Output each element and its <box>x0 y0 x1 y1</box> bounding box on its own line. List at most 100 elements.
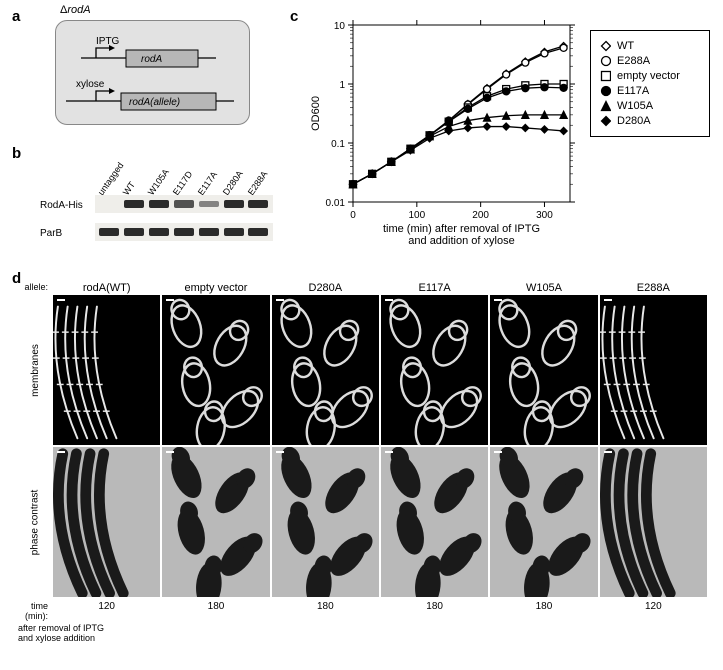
micrograph-row: membranes <box>18 294 708 446</box>
scale-bar <box>385 451 393 453</box>
time-value: 180 <box>271 601 380 621</box>
membrane-image <box>600 295 707 445</box>
delta-roda-label: ΔrodA <box>60 4 91 16</box>
chart-legend: WT E288A empty vector E117A W105A D280A <box>590 30 710 137</box>
phase-image <box>272 447 379 597</box>
allele-label: empty vector <box>161 282 270 294</box>
gene1-text: rodA <box>141 54 162 65</box>
scale-bar <box>604 299 612 301</box>
micrograph-row: phase contrast <box>18 446 708 598</box>
band <box>149 200 169 208</box>
svg-text:OD600: OD600 <box>310 96 322 131</box>
allele-label: D280A <box>271 282 380 294</box>
panel-a-label: a <box>12 8 20 25</box>
footnote: after removal of IPTGand xylose addition <box>18 623 708 643</box>
scale-bar <box>57 299 65 301</box>
scale-bar <box>57 451 65 453</box>
legend-label: WT <box>617 40 634 52</box>
allele-label: W105A <box>489 282 598 294</box>
legend-label: W105A <box>617 100 653 112</box>
membrane-image <box>490 295 597 445</box>
time-value: 180 <box>489 601 598 621</box>
svg-text:200: 200 <box>472 210 489 221</box>
panel-c-label: c <box>290 8 298 25</box>
svg-text:100: 100 <box>408 210 425 221</box>
band <box>224 200 244 208</box>
panel-a-diagram: IPTG rodA xylose rodA(allele) <box>55 20 250 125</box>
membrane-image <box>162 295 269 445</box>
svg-text:0.1: 0.1 <box>331 139 345 150</box>
band <box>124 200 144 208</box>
svg-text:0: 0 <box>350 210 356 221</box>
scale-bar <box>166 299 174 301</box>
row-label: phase contrast <box>30 489 41 555</box>
panel-b-blot: untaggedWTW105AE117DE117AD280AE288ARodA-… <box>40 155 275 250</box>
allele-header: allele:rodA(WT)empty vectorD280AE117AW10… <box>18 282 708 294</box>
legend-label: E288A <box>617 55 650 67</box>
legend-item: empty vector <box>599 70 701 82</box>
blot-row-label: RodA-His <box>40 200 83 211</box>
allele-prefix: allele: <box>18 282 52 294</box>
svg-text:and addition of xylose: and addition of xylose <box>408 235 514 247</box>
lane-label: W105A <box>146 167 171 197</box>
time-value: 180 <box>380 601 489 621</box>
scale-bar <box>385 299 393 301</box>
allele-label: rodA(WT) <box>52 282 161 294</box>
svg-text:10: 10 <box>334 21 346 32</box>
legend-label: empty vector <box>617 70 680 82</box>
lane-label: E117A <box>196 170 219 197</box>
phase-image <box>490 447 597 597</box>
blot-row <box>95 223 273 241</box>
legend-item: D280A <box>599 115 701 127</box>
band <box>248 228 268 236</box>
time-value: 120 <box>52 601 161 621</box>
time-value: 180 <box>161 601 270 621</box>
band <box>248 200 268 208</box>
lane-label: E288A <box>246 169 270 197</box>
promoter2-text: xylose <box>76 79 105 90</box>
svg-text:1: 1 <box>339 80 345 91</box>
band <box>224 228 244 236</box>
time-row: time (min):120180180180180120 <box>18 601 708 621</box>
blot-row <box>95 195 273 213</box>
membrane-image <box>381 295 488 445</box>
band <box>174 228 194 236</box>
growth-chart: 0.010.11100100200300OD600time (min) afte… <box>305 15 580 250</box>
phase-image <box>381 447 488 597</box>
phase-image <box>162 447 269 597</box>
blot-row-label: ParB <box>40 228 62 239</box>
allele-label: E117A <box>380 282 489 294</box>
svg-text:time (min) after removal of IP: time (min) after removal of IPTG <box>383 223 540 235</box>
phase-image <box>600 447 707 597</box>
band <box>124 228 144 236</box>
scale-bar <box>494 299 502 301</box>
band <box>99 228 119 236</box>
legend-item: E117A <box>599 85 701 97</box>
phase-image <box>53 447 160 597</box>
time-prefix: time (min): <box>18 601 52 621</box>
band <box>199 228 219 236</box>
membrane-image <box>53 295 160 445</box>
svg-text:0.01: 0.01 <box>326 198 346 209</box>
scale-bar <box>276 299 284 301</box>
promoter1-text: IPTG <box>96 36 120 47</box>
row-label: membranes <box>30 344 41 397</box>
legend-item: WT <box>599 40 701 52</box>
legend-label: E117A <box>617 85 649 97</box>
allele-label: E288A <box>599 282 708 294</box>
scale-bar <box>604 451 612 453</box>
legend-label: D280A <box>617 115 651 127</box>
scale-bar <box>166 451 174 453</box>
scale-bar <box>494 451 502 453</box>
scale-bar <box>276 451 284 453</box>
legend-item: E288A <box>599 55 701 67</box>
membrane-image <box>272 295 379 445</box>
band <box>149 228 169 236</box>
panel-b-label: b <box>12 145 21 162</box>
gene2-text: rodA(allele) <box>129 97 180 108</box>
band <box>199 201 219 207</box>
lane-label: E117D <box>171 169 195 197</box>
legend-item: W105A <box>599 100 701 112</box>
constructs-svg: IPTG rodA xylose rodA(allele) <box>56 21 251 126</box>
time-value: 120 <box>599 601 708 621</box>
